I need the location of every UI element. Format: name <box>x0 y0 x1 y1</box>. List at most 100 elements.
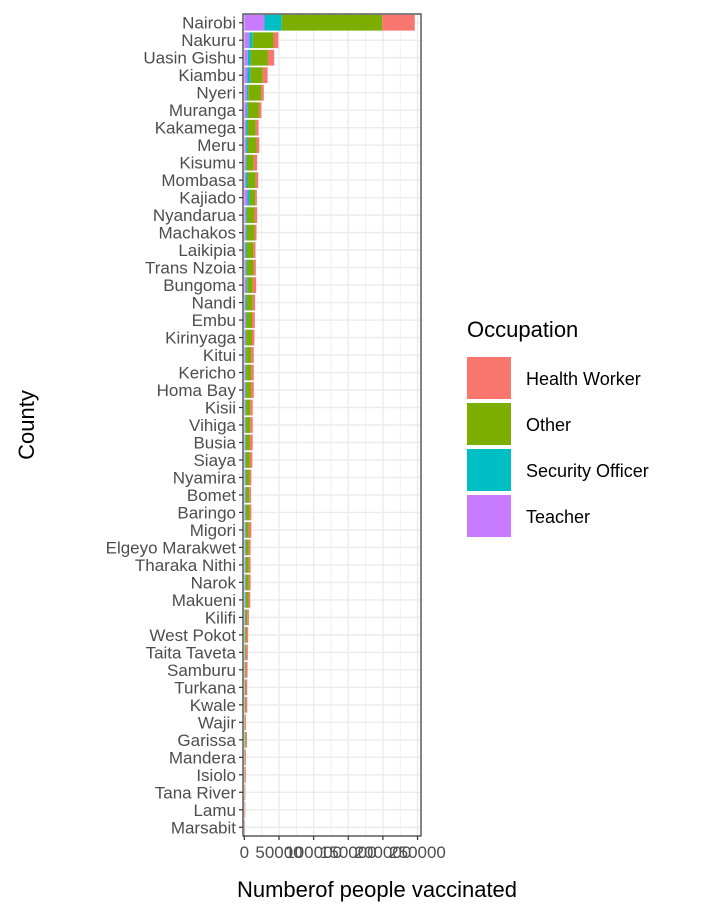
bar-segment-security-officer <box>245 294 247 311</box>
bar-segment-other <box>245 574 249 591</box>
legend-label: Security Officer <box>526 461 649 481</box>
bar-segment-security-officer <box>246 119 248 136</box>
bar-segment-health-worker <box>253 259 256 276</box>
bar-segment-other <box>245 469 250 486</box>
bar-segment-security-officer <box>245 382 247 398</box>
y-tick-label: Machakos <box>159 224 236 243</box>
bar-segment-teacher <box>244 522 246 538</box>
bar-segment-health-worker <box>245 696 248 713</box>
bar-segment-teacher <box>244 329 246 346</box>
y-tick-label: Narok <box>191 573 237 592</box>
y-tick-label: Laikipia <box>178 241 236 260</box>
y-tick-label: Kisumu <box>179 154 236 173</box>
bar-segment-teacher <box>244 417 246 433</box>
bar-segment-other <box>244 661 246 678</box>
x-tick-label: 0 <box>240 843 249 862</box>
bar-segment-other <box>246 312 253 328</box>
bar-segment-health-worker <box>255 172 259 189</box>
y-tick-label: Embu <box>192 311 236 330</box>
y-tick-label: Nyamira <box>173 468 237 487</box>
bar-segment-health-worker <box>254 224 257 241</box>
bar-segment-other <box>246 154 254 171</box>
bar-segment-health-worker <box>248 574 251 591</box>
legend-key-security-officer <box>467 449 511 491</box>
bar-segment-health-worker <box>246 627 249 643</box>
bar-segment-health-worker <box>382 14 415 31</box>
bar-segment-other <box>252 32 274 49</box>
bar-segment-security-officer <box>245 224 247 241</box>
bar-segment-other <box>245 592 249 608</box>
bar-segment-health-worker <box>250 399 253 416</box>
bar-segment-health-worker <box>248 522 252 538</box>
bar-segment-teacher <box>244 539 246 556</box>
bar-segment-security-officer <box>245 434 246 451</box>
y-tick-label: Nyeri <box>196 84 236 103</box>
bar-segment-teacher <box>244 137 247 154</box>
bar-segment-teacher <box>244 469 246 486</box>
bar-segment-security-officer <box>245 539 246 556</box>
y-tick-label: Tharaka Nithi <box>135 556 236 575</box>
bar-segment-teacher <box>244 49 248 66</box>
bar-segment-security-officer <box>245 487 246 503</box>
legend-key-health-worker <box>467 357 511 399</box>
legend-label: Health Worker <box>526 369 641 389</box>
bar-segment-teacher <box>244 207 246 223</box>
bar-segment-health-worker <box>251 364 254 381</box>
bar-segment-health-worker <box>244 801 246 818</box>
bar-segment-health-worker <box>253 242 256 258</box>
bar-segment-other <box>248 84 262 101</box>
y-tick-label: Mandera <box>169 748 237 767</box>
bar-segment-security-officer <box>245 522 246 538</box>
bar-segment-health-worker <box>250 382 254 398</box>
x-tick-label: 250000 <box>389 843 446 862</box>
bar-segment-security-officer <box>245 469 246 486</box>
bar-segment-teacher <box>244 277 247 293</box>
bar-segment-health-worker <box>245 714 247 731</box>
y-tick-label: Garissa <box>177 731 236 750</box>
bar-segment-other <box>245 539 249 556</box>
bar-segment-teacher <box>244 347 246 363</box>
bar-segment-teacher <box>244 312 246 328</box>
y-tick-label: Baringo <box>177 503 236 522</box>
bar-segment-other <box>245 522 249 538</box>
y-tick-label: Nairobi <box>182 14 236 33</box>
y-tick-label: Bomet <box>187 486 236 505</box>
bar-segment-security-officer <box>245 259 247 276</box>
bar-segment-security-officer <box>245 452 246 468</box>
y-tick-label: Kiambu <box>178 66 236 85</box>
bar-segment-other <box>246 207 255 223</box>
bar-segment-other <box>246 364 252 381</box>
x-tick-label: 150000 <box>320 843 377 862</box>
bar-segment-security-officer <box>245 347 247 363</box>
bar-segment-teacher <box>244 14 265 31</box>
bar-segment-other <box>245 644 247 661</box>
bar-segment-teacher <box>244 172 246 189</box>
bar-segment-security-officer <box>247 67 251 84</box>
bar-segment-teacher <box>244 504 246 521</box>
y-tick-label: Siaya <box>193 451 236 470</box>
bar-segment-teacher <box>244 294 246 311</box>
y-tick-label: Nakuru <box>181 31 236 50</box>
bar-segment-security-officer <box>249 32 253 49</box>
y-tick-label: Kirinyaga <box>165 329 236 348</box>
bar-segment-health-worker <box>247 609 249 626</box>
bar-segment-security-officer <box>247 189 250 206</box>
y-tick-label: Turkana <box>174 678 236 697</box>
legend-title: Occupation <box>467 317 578 342</box>
x-axis-title: Numberof people vaccinated <box>237 877 517 902</box>
y-tick-label: Kajiado <box>179 189 236 208</box>
bar-segment-other <box>247 277 253 293</box>
bar-segment-security-officer <box>245 364 247 381</box>
x-tick-label: 100000 <box>285 843 342 862</box>
y-tick-label: Marsabit <box>171 818 236 837</box>
y-tick-label: West Pokot <box>149 626 236 645</box>
bar-segment-health-worker <box>254 207 258 223</box>
y-tick-label: Muranga <box>169 101 237 120</box>
bar-segment-other <box>246 259 254 276</box>
y-tick-label: Makueni <box>172 591 236 610</box>
bar-segment-security-officer <box>245 172 248 189</box>
bar-segment-teacher <box>244 574 246 591</box>
legend-label: Teacher <box>526 507 590 527</box>
bar-segment-other <box>247 119 256 136</box>
